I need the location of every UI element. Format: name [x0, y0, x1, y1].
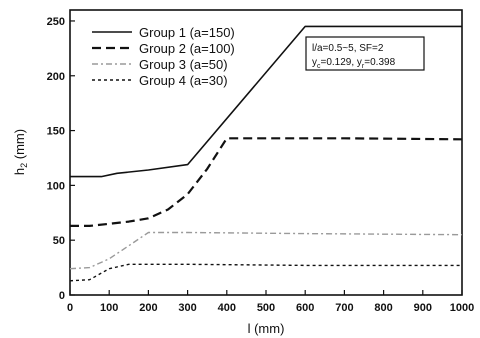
annotation-frame: [305, 36, 425, 71]
x-tick-label: 300: [178, 302, 196, 314]
annotation-box: l/a=0.5~5, SF=2 yc=0.129, yr=0.398: [305, 36, 425, 71]
series-line-group-1: [70, 25, 462, 178]
series-line-group-3: [69, 231, 463, 270]
legend-label-group-3: Group 3 (a=50): [139, 57, 228, 72]
y-tick-label: 250: [47, 16, 65, 28]
y-tick-label: 200: [47, 71, 65, 83]
series-layer: [69, 25, 463, 282]
y-tick-label: 100: [47, 180, 65, 192]
axis-ticks: 0 100 200 300 400 500 600 700 800 900 1000 0 50 100 15…: [47, 16, 475, 314]
x-tick-label: 800: [374, 302, 392, 314]
x-tick-label: 900: [414, 302, 432, 314]
series-line-group-2: [70, 137, 463, 227]
y-tick-label: 50: [53, 235, 65, 247]
x-tick-label: 100: [100, 302, 118, 314]
x-tick-label: 0: [67, 302, 73, 314]
x-axis-title: l (mm): [248, 321, 285, 336]
legend-label-group-2: Group 2 (a=100): [139, 41, 235, 56]
x-tick-label: 700: [335, 302, 353, 314]
annotation-line-1: l/a=0.5~5, SF=2: [312, 43, 384, 54]
x-tick-label: 1000: [450, 302, 474, 314]
x-tick-label: 200: [139, 302, 157, 314]
legend-label-group-4: Group 4 (a=30): [139, 73, 228, 88]
y-tick-label: 0: [59, 290, 65, 302]
legend-label-group-1: Group 1 (a=150): [139, 25, 235, 40]
legend: Group 1 (a=150) Group 2 (a=100) Group 3 …: [92, 25, 235, 88]
x-tick-label: 600: [296, 302, 314, 314]
y-axis-title: h2 (mm): [12, 129, 29, 175]
x-tick-label: 500: [257, 302, 275, 314]
x-tick-label: 400: [218, 302, 236, 314]
annotation-line-2: yc=0.129, yr=0.398: [312, 57, 396, 70]
y-tick-label: 150: [47, 126, 65, 138]
series-line-group-4: [69, 263, 462, 282]
